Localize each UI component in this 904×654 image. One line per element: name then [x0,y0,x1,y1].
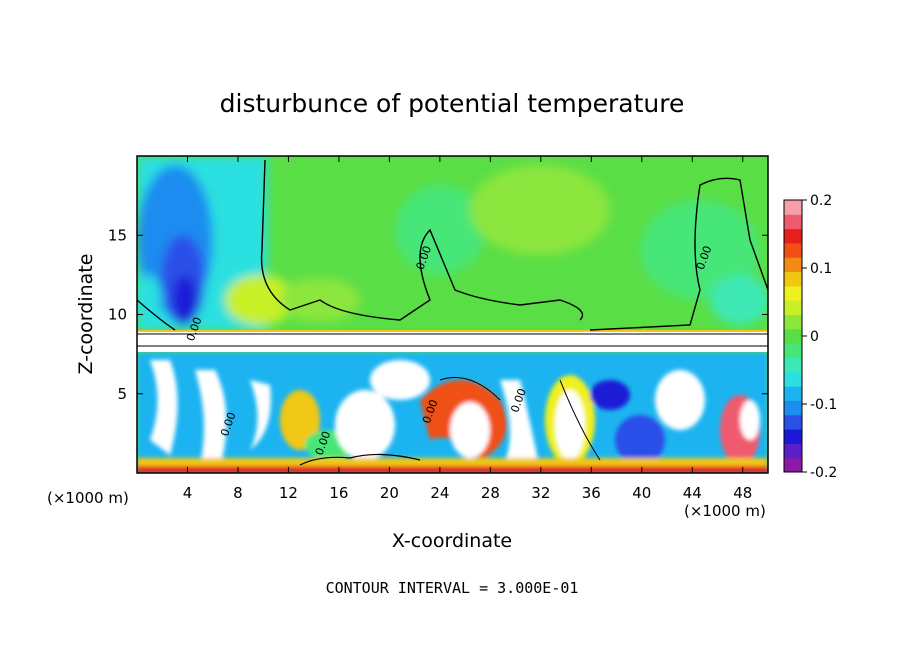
colorbar-swatch [784,343,802,358]
x-tick-label: 16 [329,484,348,502]
x-tick-label: 28 [481,484,500,502]
contour-interval-note: CONTOUR INTERVAL = 3.000E-01 [326,579,579,597]
colorbar-swatch [784,457,802,473]
colorbar-swatch [784,257,802,273]
x-tick-label: 36 [582,484,601,502]
y-tick-label: 10 [108,306,127,324]
x-tick-label: 44 [683,484,702,502]
colorbar-tick-label: 0 [810,329,819,345]
colorbar-swatch [784,314,802,330]
y-axis-label: Z-coordinate [75,254,97,375]
x-tick-label: 32 [531,484,550,502]
x-axis-label: X-coordinate [392,530,512,552]
colorbar-swatch [784,228,802,244]
colorbar-swatch [784,429,802,444]
y-tick-label: 15 [108,226,127,244]
x-tick-label: 48 [733,484,752,502]
colorbar-swatch [784,386,802,401]
colorbar-swatch [784,200,802,215]
colorbar-tick-label: -0.1 [810,397,837,413]
y-tick-label: 5 [117,385,127,403]
x-tick-label: 20 [380,484,399,502]
x-tick-label: 4 [183,484,193,502]
colorbar-tick-label: 0.2 [810,193,832,209]
colorbar-swatch [784,271,802,287]
chart-title: disturbunce of potential temperature [220,89,685,118]
colorbar-tick-label: -0.2 [810,465,837,481]
colorbar-swatch [784,285,802,301]
colorbar-swatch [784,300,802,316]
colorbar-swatch [784,357,802,373]
x-unit-right: (×1000 m) [684,502,766,520]
x-tick-label: 12 [279,484,298,502]
x-tick-label: 8 [233,484,243,502]
colorbar-swatch [784,214,802,230]
colorbar-swatch [784,443,802,459]
colorbar-swatch [784,400,802,416]
x-tick-label: 24 [430,484,449,502]
colorbar-tick-label: 0.1 [810,261,832,277]
plot-area: 0.000.00 0.000.000.000.00 0.00 4 8 12 16 20 24 2… [108,155,769,502]
colorbar-swatch [784,242,802,258]
x-axis-ticks: 4 8 12 16 20 24 28 32 36 40 44 48 [183,156,752,502]
x-tick-label: 40 [632,484,651,502]
colorbar-swatch [784,414,802,430]
x-unit-left: (×1000 m) [47,489,129,507]
y-axis-ticks: 5 10 15 [108,226,768,403]
colorbar-swatch [784,328,802,344]
colorbar: 0.2 0.1 0 -0.1 -0.2 [783,193,837,481]
heatmap-field [137,156,768,473]
colorbar-swatch [784,371,802,387]
